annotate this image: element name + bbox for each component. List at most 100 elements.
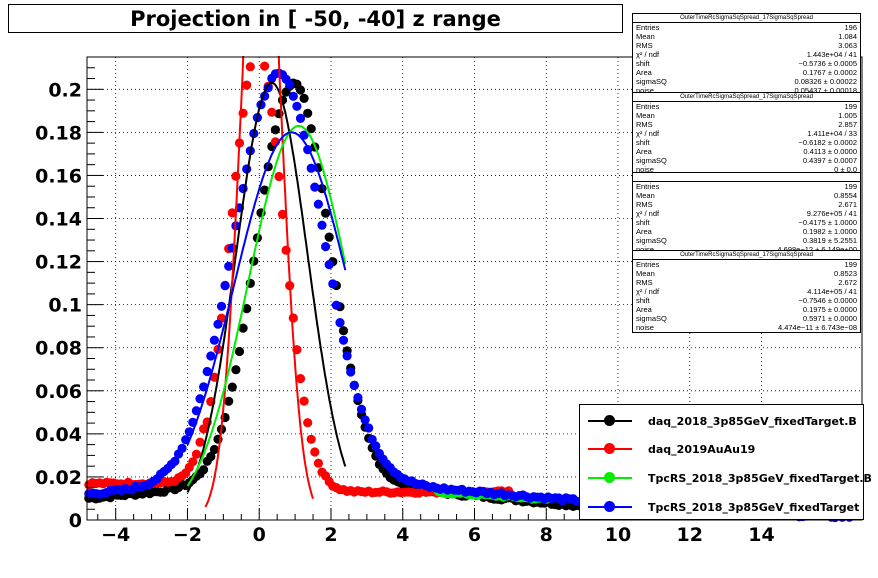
stats-row: Entries 199 <box>633 102 860 111</box>
data-point-series-1 <box>209 444 219 455</box>
data-point-series-1 <box>295 85 306 95</box>
stats-value: 0.8554 <box>834 191 857 200</box>
stats-key: noise <box>636 245 654 254</box>
stats-row: Area 0.1767 ± 0.0002 <box>633 68 860 77</box>
y-tick-label: 0 <box>69 510 82 532</box>
data-point-series-1 <box>206 452 216 462</box>
stats-value: 9.276e+05 / 41 <box>806 209 857 218</box>
stats-value: 1.084 <box>838 32 857 41</box>
stats-row: Mean 0.8554 <box>633 191 860 200</box>
data-point-series-1 <box>242 304 252 314</box>
stats-row: noise 0 ± 0.0 <box>633 165 860 174</box>
stats-row: RMS 2.672 <box>633 278 860 287</box>
data-point-series-4 <box>342 351 352 361</box>
x-tick-label: −2 <box>173 524 202 546</box>
stats-value: 0.05437 ± 0.00018 <box>794 86 857 95</box>
stats-key: sigmaSQ <box>636 236 667 245</box>
stats-key: Entries <box>636 260 660 269</box>
y-tick-label: 0.08 <box>35 338 82 360</box>
stats-value: −0.4175 ± 1.0000 <box>798 218 857 227</box>
data-point-series-2 <box>227 208 237 218</box>
y-tick-label: 0.18 <box>35 122 82 144</box>
stats-row: noise 0.05437 ± 0.00018 <box>633 86 860 95</box>
stats-row: shift −0.4175 ± 1.0000 <box>633 218 860 227</box>
legend-marker <box>588 472 632 484</box>
data-point-series-4 <box>295 113 306 123</box>
stats-key: χ² / ndf <box>636 50 660 59</box>
y-tick-label: 0.16 <box>35 165 82 187</box>
data-point-series-4 <box>202 366 212 377</box>
stats-row: χ² / ndf 9.276e+05 / 41 <box>633 209 860 218</box>
data-point-series-1 <box>224 396 234 406</box>
data-point-series-4 <box>216 301 227 311</box>
data-point-series-4 <box>328 279 338 289</box>
stats-box-3: Entries 199 Mean 0.8554 RMS 2.671 χ² / ndf 9.27… <box>632 172 861 255</box>
data-point-series-4 <box>206 351 216 361</box>
stats-key: noise <box>636 86 654 95</box>
fit-curve-series-3 <box>186 124 347 487</box>
stats-key: Mean <box>636 32 655 41</box>
data-point-series-4 <box>364 423 374 433</box>
stats-key: Area <box>636 227 652 236</box>
data-point-series-2 <box>277 209 288 219</box>
data-point-series-4 <box>213 319 223 329</box>
stats-value: 0.4113 ± 0.0000 <box>803 147 857 156</box>
fit-curve-series-1 <box>186 81 347 493</box>
stats-key: RMS <box>636 41 653 50</box>
stats-row: Area 0.4113 ± 0.0000 <box>633 147 860 156</box>
stats-box-title: OuterTimeRcSigmaSqSpread_17SigmaSqSpread <box>633 93 860 102</box>
stats-key: shift <box>636 59 650 68</box>
data-point-series-4 <box>292 101 302 111</box>
y-tick-label: 0.2 <box>48 79 82 101</box>
chart-title: Projection in [ -50, -40] z range <box>8 4 623 33</box>
stats-row: shift −0.5736 ± 0.0005 <box>633 59 860 68</box>
stats-value: 1.005 <box>838 111 857 120</box>
data-point-series-4 <box>306 163 316 173</box>
x-tick-label: 6 <box>468 524 481 546</box>
data-point-series-2 <box>195 437 205 447</box>
data-point-series-2 <box>288 313 298 323</box>
stats-row: χ² / ndf 1.443e+04 / 41 <box>633 50 860 59</box>
stats-key: Mean <box>636 191 655 200</box>
data-point-series-2 <box>245 62 255 72</box>
data-point-series-4 <box>220 281 230 291</box>
stats-row: sigmaSQ 0.4397 ± 0.0007 <box>633 156 860 165</box>
data-point-series-2 <box>303 418 313 428</box>
stats-box-1: OuterTimeRcSigmaSqSpread_17SigmaSqSpread… <box>632 13 861 96</box>
data-point-series-1 <box>299 93 309 103</box>
stats-row: Area 0.1975 ± 0.0000 <box>633 305 860 314</box>
stats-box-title: OuterTimeRcSigmaSqSpread_17SigmaSqSpread <box>633 14 860 23</box>
legend: daq_2018_3p85GeV_fixedTarget.B daq_2019Au… <box>579 404 872 520</box>
data-point-series-1 <box>234 346 245 357</box>
y-tick-label: 0.1 <box>48 295 82 317</box>
data-point-series-4 <box>335 318 345 328</box>
data-point-series-2 <box>199 424 209 434</box>
stats-row: noise 4.698e−12 ± 6.149e+00 <box>633 245 860 254</box>
data-point-series-2 <box>209 372 219 382</box>
data-point-series-4 <box>288 91 298 101</box>
legend-label: TpcRS_2018_3p85GeV_fixedTarget.B <box>648 471 872 485</box>
stats-key: sigmaSQ <box>636 314 667 323</box>
y-tick-label: 0.12 <box>35 252 82 274</box>
data-point-series-4 <box>324 260 334 270</box>
data-point-series-2 <box>313 458 323 468</box>
stats-row: noise 4.474e−11 ± 6.743e−08 <box>633 323 860 332</box>
x-tick-label: 4 <box>396 524 409 546</box>
y-tick-label: 0.02 <box>35 467 82 489</box>
legend-entry-2: daq_2019AuAu19 <box>588 439 755 459</box>
stats-key: RMS <box>636 278 653 287</box>
data-point-series-1 <box>338 326 349 336</box>
stats-value: 4.698e−12 ± 6.149e+00 <box>777 245 857 254</box>
data-point-series-4 <box>321 242 331 252</box>
data-point-series-2 <box>295 374 306 384</box>
stats-value: −0.6182 ± 0.0002 <box>798 138 857 147</box>
stats-value: 3.063 <box>838 41 857 50</box>
stats-value: 0.3819 ± 5.2551 <box>802 236 857 245</box>
data-point-series-1 <box>321 208 331 218</box>
data-point-series-1 <box>270 125 280 135</box>
data-point-series-1 <box>303 108 313 118</box>
legend-label: daq_2019AuAu19 <box>648 442 756 456</box>
data-point-series-4 <box>177 443 187 453</box>
stats-row: Mean 1.005 <box>633 111 860 120</box>
data-point-series-4 <box>346 367 356 377</box>
